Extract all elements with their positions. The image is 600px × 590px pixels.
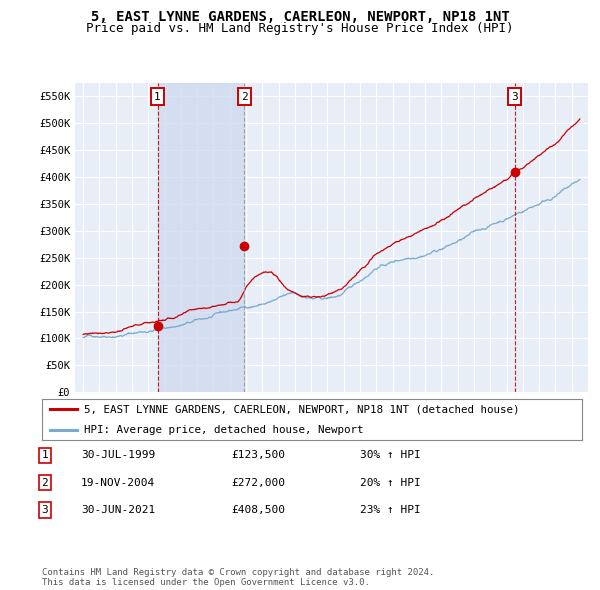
Text: 1: 1 [41, 451, 49, 460]
Bar [158, 83, 244, 392]
Text: 23% ↑ HPI: 23% ↑ HPI [360, 505, 421, 514]
Text: 5, EAST LYNNE GARDENS, CAERLEON, NEWPORT, NP18 1NT: 5, EAST LYNNE GARDENS, CAERLEON, NEWPORT… [91, 10, 509, 24]
Text: 2: 2 [41, 478, 49, 487]
Text: 19-NOV-2004: 19-NOV-2004 [81, 478, 155, 487]
Text: 3: 3 [41, 505, 49, 514]
Text: £123,500: £123,500 [231, 451, 285, 460]
Text: 30-JUN-2021: 30-JUN-2021 [81, 505, 155, 514]
Text: £408,500: £408,500 [231, 505, 285, 514]
Text: 30-JUL-1999: 30-JUL-1999 [81, 451, 155, 460]
Text: 3: 3 [511, 91, 518, 101]
Text: 5, EAST LYNNE GARDENS, CAERLEON, NEWPORT, NP18 1NT (detached house): 5, EAST LYNNE GARDENS, CAERLEON, NEWPORT… [84, 405, 520, 414]
Text: 20% ↑ HPI: 20% ↑ HPI [360, 478, 421, 487]
Text: HPI: Average price, detached house, Newport: HPI: Average price, detached house, Newp… [84, 425, 364, 434]
Text: 2: 2 [241, 91, 248, 101]
Text: Price paid vs. HM Land Registry's House Price Index (HPI): Price paid vs. HM Land Registry's House … [86, 22, 514, 35]
Text: 30% ↑ HPI: 30% ↑ HPI [360, 451, 421, 460]
Text: £272,000: £272,000 [231, 478, 285, 487]
Text: 1: 1 [154, 91, 161, 101]
Text: Contains HM Land Registry data © Crown copyright and database right 2024.
This d: Contains HM Land Registry data © Crown c… [42, 568, 434, 587]
